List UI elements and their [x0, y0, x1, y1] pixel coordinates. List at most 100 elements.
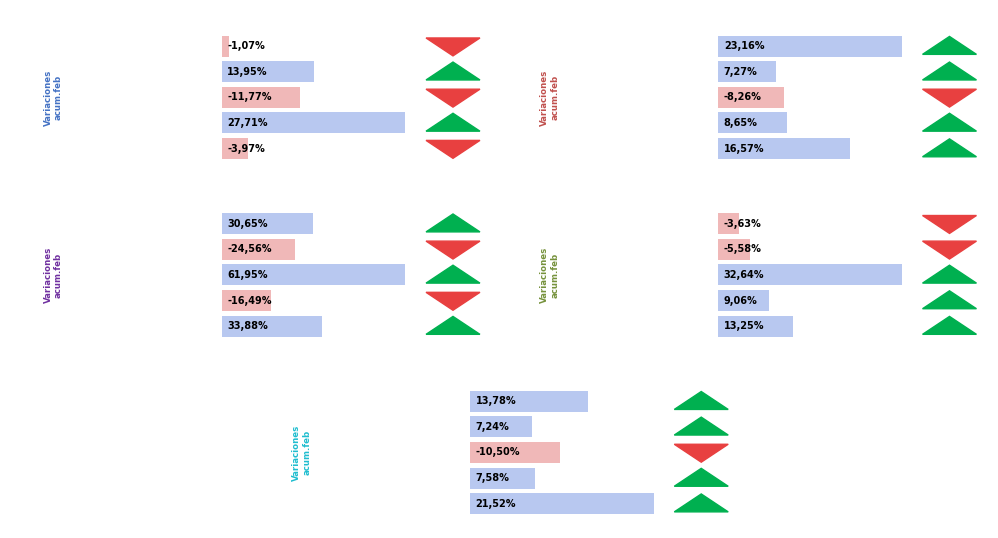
Text: 2020: 2020 — [146, 270, 173, 280]
Text: -10,50%: -10,50% — [476, 448, 520, 457]
Text: 27,71%: 27,71% — [228, 118, 267, 128]
Polygon shape — [922, 114, 976, 131]
Bar — [719, 264, 902, 286]
Text: 2018: 2018 — [642, 321, 670, 331]
Polygon shape — [426, 316, 480, 334]
Polygon shape — [922, 62, 976, 80]
Text: -5,58%: -5,58% — [724, 244, 761, 254]
Bar — [222, 87, 299, 108]
Bar — [222, 264, 405, 286]
Text: Variaciones
acum.feb: Variaciones acum.feb — [44, 247, 63, 303]
Text: 13,95%: 13,95% — [228, 67, 267, 77]
Text: 2020: 2020 — [146, 93, 173, 102]
Text: -3,97%: -3,97% — [228, 144, 265, 153]
Polygon shape — [922, 291, 976, 309]
Polygon shape — [922, 37, 976, 54]
Text: -8,26%: -8,26% — [724, 93, 761, 102]
Text: 2020: 2020 — [394, 448, 421, 457]
Bar — [719, 239, 749, 260]
Text: 2020: 2020 — [643, 93, 670, 102]
Polygon shape — [426, 265, 480, 283]
Text: 2018: 2018 — [394, 499, 421, 508]
Text: 2021: 2021 — [394, 422, 421, 432]
Text: 2020: 2020 — [643, 270, 670, 280]
Text: Variaciones
acum.feb: Variaciones acum.feb — [540, 69, 560, 125]
Polygon shape — [922, 216, 976, 233]
Text: 2018: 2018 — [146, 321, 173, 331]
Text: 2021: 2021 — [146, 244, 173, 254]
Bar — [222, 290, 270, 311]
Polygon shape — [922, 241, 976, 259]
Text: 16,57%: 16,57% — [724, 144, 764, 153]
Text: -11,77%: -11,77% — [228, 93, 271, 102]
Polygon shape — [675, 469, 729, 486]
Text: -16,49%: -16,49% — [228, 295, 271, 306]
Text: 8,65%: 8,65% — [724, 118, 757, 128]
Polygon shape — [426, 89, 480, 107]
Text: 2021: 2021 — [643, 67, 670, 77]
Bar — [470, 416, 532, 437]
Text: 2021: 2021 — [146, 67, 173, 77]
Polygon shape — [922, 316, 976, 334]
Text: 2018: 2018 — [146, 144, 173, 153]
Bar — [719, 138, 849, 159]
Bar — [719, 61, 775, 82]
Polygon shape — [426, 38, 480, 56]
Polygon shape — [426, 214, 480, 232]
Text: Variaciones
acum.feb: Variaciones acum.feb — [44, 69, 63, 125]
Text: 2019: 2019 — [146, 118, 173, 128]
Polygon shape — [922, 265, 976, 283]
Bar — [719, 36, 902, 56]
Text: Animales vivos, sus productos y su alimentación: Animales vivos, sus productos y su alime… — [611, 17, 884, 27]
Polygon shape — [675, 494, 729, 512]
Text: 33,88%: 33,88% — [228, 321, 268, 331]
Bar — [222, 112, 405, 133]
Text: 2022: 2022 — [643, 41, 670, 51]
Text: 7,58%: 7,58% — [476, 473, 510, 483]
Polygon shape — [426, 292, 480, 310]
Text: 13,78%: 13,78% — [476, 397, 516, 406]
Bar — [719, 213, 739, 234]
Text: 2019: 2019 — [146, 295, 173, 306]
Polygon shape — [426, 140, 480, 158]
Polygon shape — [675, 444, 729, 462]
Text: 32,64%: 32,64% — [724, 270, 764, 280]
Text: 2021: 2021 — [643, 244, 670, 254]
Polygon shape — [922, 89, 976, 107]
Text: 2018: 2018 — [642, 144, 670, 153]
Bar — [222, 213, 312, 234]
Text: -3,63%: -3,63% — [724, 219, 761, 229]
Bar — [719, 316, 792, 337]
Polygon shape — [426, 114, 480, 131]
Text: 21,52%: 21,52% — [476, 499, 516, 508]
Text: Productos cárnicos y sus transformados: Productos cárnicos y sus transformados — [635, 194, 860, 205]
Text: 2019: 2019 — [643, 118, 670, 128]
Bar — [470, 493, 654, 514]
Bar — [719, 290, 769, 311]
Text: 2019: 2019 — [643, 295, 670, 306]
Text: Otras industrias agroalimentarias: Otras industrias agroalimentarias — [403, 372, 595, 382]
Bar — [222, 239, 294, 260]
Text: 2022: 2022 — [146, 41, 173, 51]
Text: 2022: 2022 — [643, 219, 670, 229]
Polygon shape — [426, 241, 480, 259]
Text: 2022: 2022 — [146, 219, 173, 229]
Bar — [222, 36, 229, 56]
Bar — [719, 87, 783, 108]
Text: 61,95%: 61,95% — [228, 270, 267, 280]
Text: 2022: 2022 — [394, 397, 421, 406]
Text: 7,24%: 7,24% — [476, 422, 509, 432]
Text: -1,07%: -1,07% — [228, 41, 265, 51]
Text: 7,27%: 7,27% — [724, 67, 757, 77]
Bar — [222, 138, 249, 159]
Text: 23,16%: 23,16% — [724, 41, 764, 51]
Text: Productos de origen vegetal: Productos de origen vegetal — [171, 17, 330, 27]
Bar — [719, 112, 786, 133]
Text: Variaciones
acum.feb: Variaciones acum.feb — [291, 424, 311, 480]
Text: -24,56%: -24,56% — [228, 244, 271, 254]
Text: 30,65%: 30,65% — [228, 219, 267, 229]
Bar — [222, 61, 314, 82]
Text: 2019: 2019 — [394, 473, 421, 483]
Bar — [470, 391, 588, 412]
Text: 13,25%: 13,25% — [724, 321, 764, 331]
